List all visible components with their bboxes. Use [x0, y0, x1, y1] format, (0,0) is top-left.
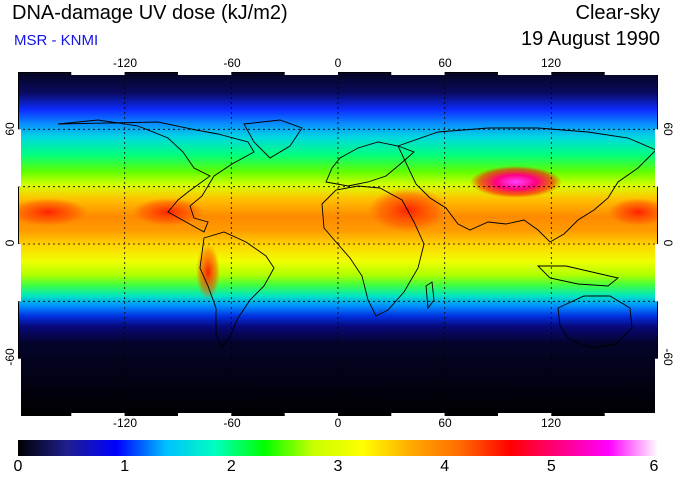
coast-africa — [321, 185, 425, 317]
lon-label-bottom: -120 — [112, 416, 138, 430]
lon-label-bottom: -60 — [223, 416, 241, 430]
colorbar-label: 4 — [440, 458, 450, 475]
lon-label-bottom: 120 — [540, 416, 562, 430]
graticule — [18, 72, 658, 416]
lon-label-top: 60 — [438, 56, 452, 70]
coast-europe — [325, 141, 415, 187]
colorbar-gradient — [18, 440, 658, 456]
lon-label-top: 120 — [540, 56, 562, 70]
tibet-peak — [470, 166, 562, 198]
colorbar-label: 6 — [649, 458, 659, 475]
coast-greenland — [243, 119, 303, 159]
coast-asia — [397, 127, 657, 243]
hotspot-arabia — [368, 188, 448, 232]
colorbar-label: 3 — [333, 458, 343, 475]
colorbar-label: 5 — [546, 458, 556, 475]
lon-label-top: -60 — [223, 56, 241, 70]
hotspot-pacific-e — [608, 198, 658, 226]
lat-label-left: 0 — [3, 239, 17, 247]
lon-label-top: -120 — [112, 56, 138, 70]
hotspot-andes — [196, 244, 220, 300]
uv-dose-world-map — [18, 72, 658, 416]
colorbar-label: 1 — [120, 458, 130, 475]
lon-label-bottom: 60 — [438, 416, 452, 430]
coastlines — [57, 119, 657, 349]
lat-label-right: 0 — [661, 239, 675, 247]
lon-label-bottom: 0 — [334, 416, 342, 430]
colorbar — [18, 440, 658, 456]
map-date: 19 August 1990 — [520, 28, 660, 50]
lon-label-top: 0 — [334, 56, 342, 70]
lat-label-right: 60 — [661, 122, 675, 136]
border-ticks — [18, 72, 658, 416]
colorbar-label: 2 — [226, 458, 236, 475]
map-source: MSR - KNMI — [14, 32, 99, 49]
colorbar-label: 0 — [13, 458, 23, 475]
coast-south-america — [199, 231, 275, 349]
hotspot-pacific-w — [18, 198, 88, 226]
sky-condition: Clear-sky — [575, 2, 660, 24]
coast-indonesia — [536, 265, 620, 287]
map-title: DNA-damage UV dose (kJ/m2) — [12, 2, 288, 24]
lat-label-right: -60 — [661, 348, 675, 366]
coast-north-america — [57, 119, 255, 233]
coast-australia — [557, 295, 633, 349]
lat-label-left: -60 — [3, 348, 17, 366]
lat-label-left: 60 — [3, 122, 17, 136]
coast-madagascar — [425, 281, 435, 310]
